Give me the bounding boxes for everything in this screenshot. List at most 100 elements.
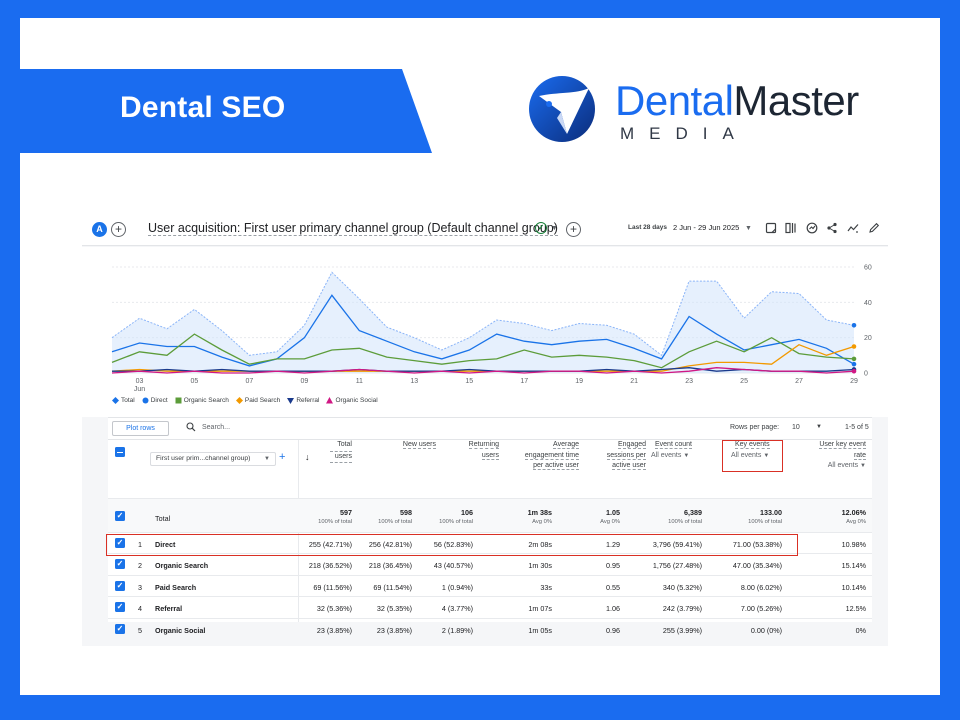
row-key-events: 71.00 (53.38%)	[732, 540, 782, 549]
chart-legend: Total Direct Organic Search Paid Search Refe…	[112, 394, 378, 406]
legend-label: Paid Search	[244, 396, 281, 404]
row-channel[interactable]: Organic Social	[155, 625, 206, 635]
row-channel[interactable]: Paid Search	[155, 582, 197, 592]
edit-icon[interactable]	[868, 222, 880, 234]
avatar[interactable]: A	[92, 222, 107, 237]
header-key-events[interactable]: Key events All events ▼	[731, 441, 770, 459]
rows-per-page-select[interactable]: 10	[792, 424, 800, 431]
legend-item[interactable]: Organic Social	[326, 396, 378, 404]
insights-icon[interactable]	[806, 222, 818, 234]
legend-label: Direct	[150, 396, 168, 404]
row-user-key: 10.98%	[841, 540, 866, 549]
row-channel[interactable]: Referral	[155, 604, 183, 614]
compare-icon[interactable]	[785, 222, 797, 234]
legend-label: Organic Social	[335, 396, 378, 404]
legend-square-icon	[175, 397, 182, 403]
row-checkbox[interactable]: ✓	[115, 602, 125, 613]
dimension-select[interactable]: First user prim...channel group) ▼	[150, 452, 276, 466]
legend-label: Referral	[296, 396, 320, 404]
row-checkbox[interactable]: ✓	[115, 580, 125, 591]
legend-item[interactable]: Total	[112, 396, 135, 404]
totals-checkbox[interactable]: ✓	[115, 511, 125, 521]
legend-item[interactable]: Organic Search	[175, 397, 229, 404]
series-line-organic-social	[111, 367, 855, 374]
table-toolbar: Plot rows Search... Rows per page: 10 ▼ …	[108, 418, 872, 440]
legend-item[interactable]: Direct	[142, 397, 168, 404]
header-returning-users[interactable]: Returning users	[468, 441, 499, 460]
header-event-count[interactable]: Event count All events ▼	[651, 441, 692, 459]
x-tick-label: 19	[575, 378, 583, 385]
totals-row: ✓ Total 597 100% of total 598 100% of to…	[108, 498, 872, 532]
row-checkbox[interactable]: ✓	[115, 538, 125, 548]
row-event-count: 340 (5.32%)	[662, 582, 702, 592]
row-eng-sessions: 1.29	[606, 540, 620, 549]
row-user-key: 0%	[855, 625, 866, 635]
row-channel[interactable]: Direct	[155, 540, 176, 549]
sort-descending-icon[interactable]: ↓	[305, 452, 310, 462]
table-row[interactable]: ✓ 4 Referral 32 (5.36%) 32 (5.35%) 4 (3.77%) 1…	[108, 596, 872, 617]
pagination-range: 1-5 of 5	[845, 424, 869, 431]
series-end-point	[851, 356, 857, 362]
x-tick-label: 21	[630, 378, 638, 385]
row-checkbox[interactable]: ✓	[115, 559, 125, 570]
y-tick-label: 0	[864, 371, 868, 378]
add-report-button[interactable]: +	[566, 222, 581, 237]
table-row[interactable]: ✓ 1 Direct 255 (42.71%) 256 (42.81%) 56 (52.8…	[108, 532, 872, 553]
row-returning: 4 (3.77%)	[441, 604, 473, 614]
table-row[interactable]: ✓ 5 Organic Social 23 (3.85%) 23 (3.85%) 2 (1…	[108, 617, 872, 639]
line-chart-panel: 60 40 20 0 03 Jun 05 07 09 11 13 15 17 19 21 23 25 27 29	[82, 247, 888, 417]
row-returning: 43 (40.57%)	[433, 561, 473, 571]
logo-word-dental: Dental	[615, 77, 734, 124]
row-event-count: 1,756 (27.48%)	[652, 561, 702, 571]
header-new-users[interactable]: New users	[402, 441, 436, 449]
date-range-label: Last 28 days	[628, 224, 668, 231]
legend-triangle-down-icon	[287, 397, 295, 404]
totals-new-users: 598	[400, 508, 412, 517]
header-user-key-event-rate[interactable]: User key event rate All events ▼	[819, 441, 866, 469]
row-new-users: 69 (11.54%)	[373, 582, 412, 592]
table-row[interactable]: ✓ 3 Paid Search 69 (11.56%) 69 (11.54%) 1 (0.…	[108, 574, 872, 596]
x-tick-label: 27	[795, 378, 803, 385]
row-eng-sessions: 0.95	[606, 561, 620, 571]
row-number: 4	[138, 604, 142, 614]
logo-mark-icon	[529, 76, 595, 142]
table-row[interactable]: ✓ 2 Organic Search 218 (36.52%) 218 (36.45%)…	[108, 553, 872, 574]
row-total-users: 69 (11.56%)	[313, 582, 352, 592]
totals-key-events-sub: 100% of total	[748, 519, 782, 525]
select-all-checkbox[interactable]	[115, 447, 125, 457]
row-checkbox[interactable]: ✓	[115, 623, 125, 634]
add-dimension-button[interactable]: +	[279, 451, 286, 463]
analytics-screenshot: A + User acquisition: First user primary…	[82, 210, 888, 646]
row-user-key: 15.14%	[841, 561, 866, 571]
add-comparison-button[interactable]: +	[111, 222, 126, 237]
legend-item[interactable]: Paid Search	[235, 396, 281, 404]
header-total-users[interactable]: Total users	[330, 440, 352, 498]
plot-rows-button[interactable]: Plot rows	[112, 421, 169, 436]
row-number: 2	[138, 561, 142, 571]
header-engaged-sessions[interactable]: Engaged sessions per active user	[606, 441, 646, 470]
rows-per-page-chevron-icon[interactable]: ▼	[816, 424, 822, 430]
date-range-picker[interactable]: 2 Jun - 29 Jun 2025	[673, 223, 740, 232]
share-icon[interactable]	[826, 222, 838, 234]
row-avg-eng: 1m 07s	[528, 604, 552, 614]
search-icon	[186, 422, 196, 432]
legend-item[interactable]: Referral	[287, 397, 319, 404]
x-tick-label: 23	[685, 378, 693, 385]
trend-icon[interactable]	[847, 222, 859, 234]
totals-total-users: 597	[340, 508, 352, 517]
row-event-count: 255 (3.99%)	[662, 625, 702, 635]
share-report-icon[interactable]	[765, 222, 777, 234]
row-channel[interactable]: Organic Search	[155, 561, 209, 571]
series-end-point	[851, 368, 857, 374]
search-input[interactable]: Search...	[202, 424, 231, 431]
row-avg-eng: 1m 05s	[528, 625, 552, 635]
x-tick-label: 13	[410, 378, 418, 385]
chevron-down-icon[interactable]: ▼	[551, 225, 558, 232]
x-tick-label: 05	[191, 378, 199, 385]
legend-circle-icon	[142, 397, 149, 403]
header-avg-engagement[interactable]: Average engagement time per active user	[524, 441, 579, 470]
check-circle-icon[interactable]: ✓	[535, 222, 547, 234]
row-new-users: 23 (3.85%)	[376, 625, 412, 635]
date-chevron-down-icon[interactable]: ▼	[745, 225, 752, 232]
